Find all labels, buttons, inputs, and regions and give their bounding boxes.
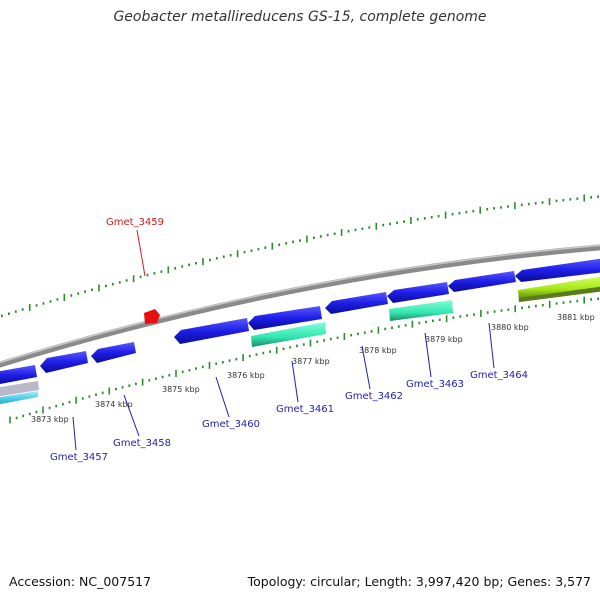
- leader-line: [488, 322, 495, 369]
- gene-feature-gmet-3461[interactable]: [251, 322, 326, 347]
- gene-label-gmet-3459[interactable]: Gmet_3459: [106, 217, 164, 228]
- scale-label: 3876 kbp: [227, 371, 265, 380]
- scale-label: 3881 kbp: [557, 313, 595, 322]
- leader-line: [215, 376, 230, 418]
- gene-label-gmet-3462[interactable]: Gmet_3462: [345, 391, 403, 402]
- gene-feature-gmet-3456[interactable]: [0, 365, 37, 385]
- gene-track: [0, 258, 600, 405]
- scale-label: 3877 kbp: [292, 357, 330, 366]
- gene-feature-gmet-3465[interactable]: [515, 258, 600, 282]
- gene-label-gmet-3457[interactable]: Gmet_3457: [50, 452, 108, 463]
- scale-label: 3879 kbp: [425, 335, 463, 344]
- inner-tick-track: [9, 296, 599, 424]
- map-title: Geobacter metallireducens GS-15, complet…: [113, 9, 487, 25]
- scale-label: 3880 kbp: [491, 323, 529, 332]
- gene-feature-gmet-3460[interactable]: [174, 318, 249, 344]
- gene-label-gmet-3463[interactable]: Gmet_3463: [406, 379, 464, 390]
- genome-stats-text: Topology: circular; Length: 3,997,420 bp…: [247, 574, 591, 589]
- gene-feature-gmet-3461a[interactable]: [248, 306, 322, 330]
- gene-feature-gmet-3459[interactable]: [144, 309, 160, 324]
- genome-backbone: [0, 244, 600, 368]
- gene-feature-gmet-3457[interactable]: [40, 351, 88, 373]
- gene-feature-gmet-3463[interactable]: [389, 300, 453, 321]
- gene-label-gmet-3461[interactable]: Gmet_3461: [276, 404, 334, 415]
- genome-backbone-highlight: [0, 244, 600, 364]
- scale-labels: 3873 kbp 3874 kbp 3875 kbp 3876 kbp 3877…: [31, 313, 595, 424]
- gene-labels: Gmet_3457 Gmet_3458 Gmet_3459 Gmet_3460 …: [50, 217, 528, 463]
- gene-label-gmet-3464[interactable]: Gmet_3464: [470, 370, 528, 381]
- gene-feature-cyan-left[interactable]: [0, 391, 38, 405]
- leader-line: [72, 416, 77, 451]
- outer-tick-track: [0, 194, 599, 318]
- gene-label-gmet-3458[interactable]: Gmet_3458: [113, 438, 171, 449]
- leader-line: [361, 345, 371, 390]
- scale-label: 3873 kbp: [31, 415, 69, 424]
- gene-feature-gmet-3464[interactable]: [448, 271, 516, 292]
- leader-line: [424, 332, 432, 378]
- gene-label-gmet-3460[interactable]: Gmet_3460: [202, 419, 260, 430]
- leader-line: [136, 229, 146, 277]
- gene-feature-grey-left[interactable]: [0, 381, 39, 397]
- gene-feature-gmet-3462[interactable]: [325, 292, 388, 314]
- gene-feature-gmet-3463a[interactable]: [387, 282, 449, 303]
- scale-label: 3878 kbp: [359, 346, 397, 355]
- scale-label: 3875 kbp: [162, 385, 200, 394]
- leader-line: [291, 360, 299, 403]
- scale-label: 3874 kbp: [95, 400, 133, 409]
- accession-text: Accession: NC_007517: [9, 574, 152, 589]
- leader-lines: [72, 229, 495, 451]
- gene-feature-lime-lower: [519, 286, 600, 302]
- leader-line: [123, 394, 140, 437]
- gene-feature-gmet-3458[interactable]: [91, 342, 136, 363]
